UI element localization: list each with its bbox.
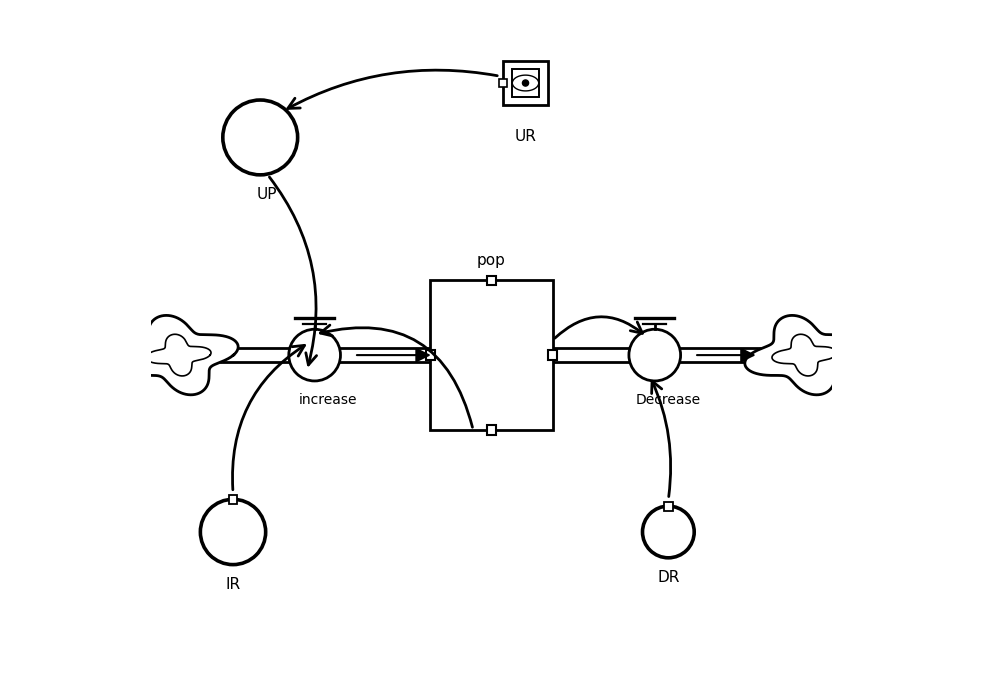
- Polygon shape: [745, 316, 864, 395]
- Bar: [499, 79, 507, 87]
- Text: increase: increase: [299, 393, 358, 407]
- Bar: [431, 280, 552, 430]
- Bar: [503, 61, 548, 105]
- Circle shape: [289, 329, 340, 381]
- Circle shape: [223, 100, 298, 175]
- Bar: [426, 350, 435, 360]
- Bar: [512, 69, 540, 97]
- Text: UR: UR: [514, 129, 537, 144]
- Text: IR: IR: [225, 577, 241, 592]
- Bar: [229, 495, 238, 504]
- Circle shape: [522, 80, 529, 86]
- Text: UP: UP: [257, 187, 277, 202]
- Bar: [487, 275, 496, 285]
- Text: pop: pop: [477, 253, 506, 268]
- Polygon shape: [119, 316, 238, 395]
- Text: DR: DR: [658, 570, 679, 585]
- Bar: [664, 502, 672, 510]
- Circle shape: [201, 499, 265, 565]
- Circle shape: [629, 329, 680, 381]
- Text: Decrease: Decrease: [636, 393, 701, 407]
- Bar: [548, 350, 557, 360]
- Circle shape: [643, 506, 694, 558]
- Bar: [487, 425, 496, 434]
